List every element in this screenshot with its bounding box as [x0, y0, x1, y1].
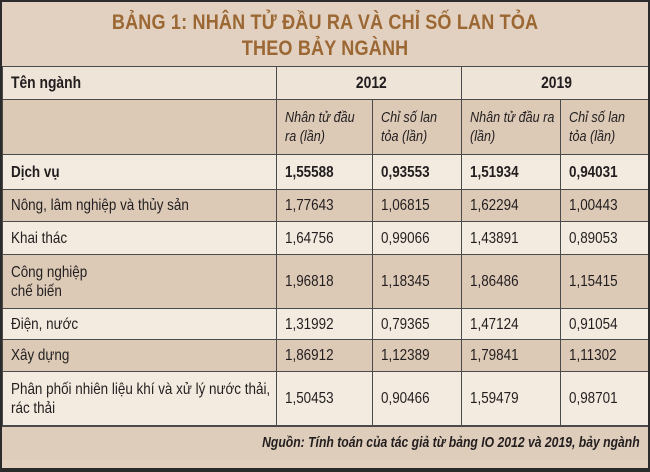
table-row-services: Dịch vụ 1,55588 0,93553 1,51934 0,94031	[2, 154, 648, 190]
table-row-agriculture: Nông, lâm nghiệp và thủy sản 1,77643 1,0…	[2, 189, 648, 222]
value-cell: 1,96818	[276, 254, 373, 309]
value-cell: 1,12389	[372, 339, 462, 372]
header-row-measures: Nhân tử đầu ra (lần) Chỉ số lan tỏa (lần…	[2, 99, 648, 155]
value-cell: 0,79365	[372, 308, 462, 340]
value-cell: 0,98701	[560, 371, 648, 426]
value-cell: 1,59479	[461, 371, 561, 426]
value-cell: 1,00443	[560, 189, 648, 222]
value-cell: 0,90466	[372, 371, 462, 426]
data-table: Tên ngành 2012 2019 Nhân tử đầu ra (lần)…	[2, 66, 648, 426]
value-cell: 0,94031	[560, 154, 648, 190]
value-cell: 1,50453	[276, 371, 373, 426]
source-note-text: Nguồn: Tính toán của tác giả từ bảng IO …	[262, 435, 640, 451]
table-row-mining: Khai thác 1,64756 0,99066 1,43891 0,8905…	[2, 221, 648, 255]
value-cell: 1,64756	[276, 221, 373, 255]
value-cell: 1,15415	[560, 254, 648, 309]
table-title: BẢNG 1: NHÂN TỬ ĐẦU RA VÀ CHỈ SỐ LAN TỎA…	[2, 2, 648, 66]
value-cell: 1,47124	[461, 308, 561, 340]
table-title-text: BẢNG 1: NHÂN TỬ ĐẦU RA VÀ CHỈ SỐ LAN TỎA…	[111, 10, 539, 60]
value-cell: 0,91054	[560, 308, 648, 340]
value-cell: 1,11302	[560, 339, 648, 372]
table-row-gas-waste: Phân phối nhiên liệu khí và xử lý nước t…	[2, 371, 648, 426]
row-label: Phân phối nhiên liệu khí và xử lý nước t…	[2, 371, 277, 426]
table-row-manufacturing: Công nghiệp chế biến 1,96818 1,18345 1,8…	[2, 254, 648, 309]
header-cell-year-2012: 2012	[276, 66, 462, 100]
value-cell: 1,31992	[276, 308, 373, 340]
header-cell-sector-name: Tên ngành	[2, 66, 277, 100]
value-cell: 1,77643	[276, 189, 373, 222]
subheader-multiplier-2019: Nhân tử đầu ra (lần)	[461, 99, 561, 155]
row-label: Nông, lâm nghiệp và thủy sản	[2, 189, 277, 222]
table-row-utilities: Điện, nước 1,31992 0,79365 1,47124 0,910…	[2, 308, 648, 340]
value-cell: 1,51934	[461, 154, 561, 190]
row-label: Khai thác	[2, 221, 277, 255]
row-label: Dịch vụ	[2, 154, 277, 190]
value-cell: 0,99066	[372, 221, 462, 255]
value-cell: 0,89053	[560, 221, 648, 255]
subheader-spillover-2019: Chỉ số lan tỏa (lần)	[560, 99, 648, 155]
header-cell-empty	[2, 99, 277, 155]
row-label: Xây dựng	[2, 339, 277, 372]
value-cell: 1,06815	[372, 189, 462, 222]
row-label: Điện, nước	[2, 308, 277, 340]
subheader-multiplier-2012: Nhân tử đầu ra (lần)	[276, 99, 373, 155]
value-cell: 1,43891	[461, 221, 561, 255]
header-cell-year-2019: 2019	[461, 66, 648, 100]
value-cell: 1,79841	[461, 339, 561, 372]
source-note: Nguồn: Tính toán của tác giả từ bảng IO …	[2, 426, 648, 460]
value-cell: 1,86912	[276, 339, 373, 372]
value-cell: 1,18345	[372, 254, 462, 309]
value-cell: 0,93553	[372, 154, 462, 190]
value-cell: 1,55588	[276, 154, 373, 190]
value-cell: 1,62294	[461, 189, 561, 222]
header-row-years: Tên ngành 2012 2019	[2, 66, 648, 100]
table-row-construction: Xây dựng 1,86912 1,12389 1,79841 1,11302	[2, 339, 648, 372]
subheader-spillover-2012: Chỉ số lan tỏa (lần)	[372, 99, 462, 155]
row-label: Công nghiệp chế biến	[2, 254, 277, 309]
value-cell: 1,86486	[461, 254, 561, 309]
